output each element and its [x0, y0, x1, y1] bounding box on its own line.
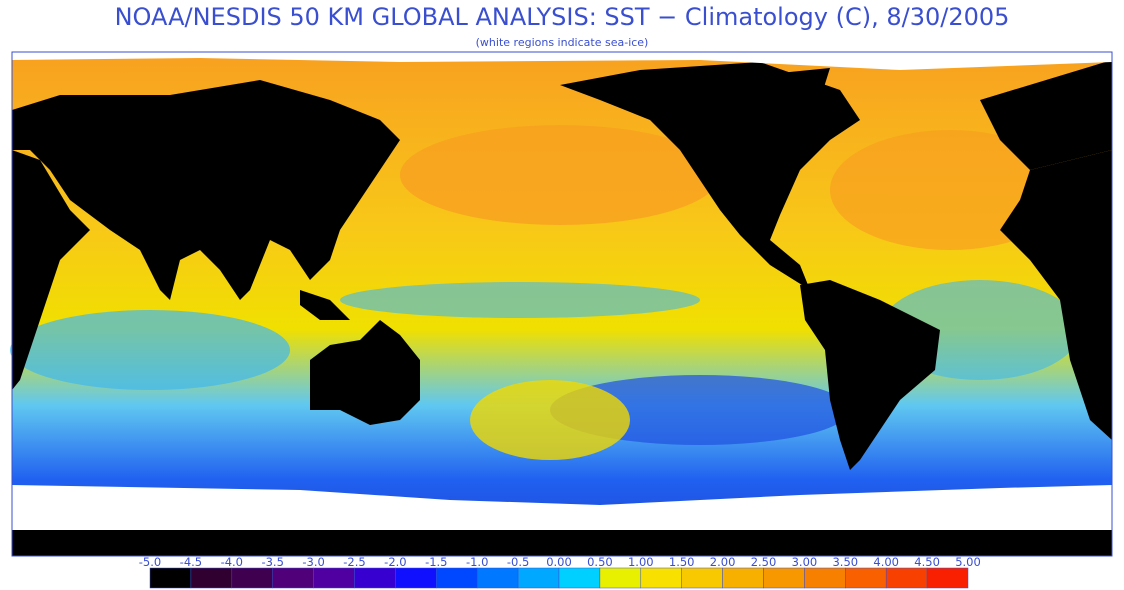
color-swatch	[722, 567, 764, 589]
color-swatch	[272, 567, 314, 589]
colorbar: -5.0 -4.5 -4.0 -3.5 -3.0 -2.5 -2.0 -1.5 -1.0 -0.5…	[139, 555, 981, 589]
color-swatch	[558, 567, 601, 589]
color-swatch	[804, 567, 846, 589]
colorbar-tick-label: -2.0	[384, 555, 406, 569]
warm-anomaly	[470, 380, 630, 460]
colorbar-tick-label: -4.5	[180, 555, 202, 569]
cool-anomaly	[10, 310, 290, 390]
colorbar-tick-label: -4.0	[221, 555, 243, 569]
sea-ice	[12, 485, 1112, 530]
antarctica	[12, 530, 1112, 556]
land	[12, 60, 1112, 556]
cool-anomaly	[340, 282, 700, 318]
eurasia	[12, 80, 400, 300]
map-frame	[11, 51, 1113, 557]
subtitle: (white regions indicate sea-ice)	[476, 36, 649, 49]
colorbar-tick-label: 4.00	[873, 555, 899, 569]
color-swatch	[640, 567, 682, 589]
colorbar-tick-label: -2.5	[343, 555, 365, 569]
warm-anomaly	[400, 125, 720, 225]
color-swatch	[681, 567, 723, 589]
map	[10, 51, 1113, 557]
color-swatch	[926, 567, 969, 589]
color-swatch	[517, 567, 560, 589]
color-swatch	[885, 567, 928, 589]
south-america	[800, 280, 940, 470]
colorbar-tick-label: -1.5	[425, 555, 447, 569]
color-swatch	[599, 567, 642, 589]
colorbar-tick-label: 0.50	[587, 555, 613, 569]
colorbar-tick-label: -3.5	[261, 555, 283, 569]
color-swatch	[395, 567, 437, 589]
color-swatch	[436, 567, 478, 589]
colorbar-tick-label: 3.00	[792, 555, 818, 569]
color-swatch	[231, 567, 273, 589]
color-swatch	[190, 567, 233, 589]
color-swatch	[476, 567, 519, 589]
color-swatch	[763, 567, 805, 589]
colorbar-tick-label: -0.5	[507, 555, 529, 569]
sea-ice	[12, 52, 1112, 70]
colorbar-tick-label: 0.00	[546, 555, 572, 569]
colorbar-tick-label: 1.00	[628, 555, 654, 569]
color-swatch	[149, 567, 192, 589]
colorbar-tick-label: 5.00	[955, 555, 981, 569]
color-swatch	[845, 567, 887, 589]
colorbar-tick-label: 4.50	[914, 555, 940, 569]
africa-east	[12, 150, 90, 390]
color-swatch	[313, 567, 355, 589]
colorbar-tick-label: 2.00	[710, 555, 736, 569]
australia	[310, 320, 420, 425]
north-america	[560, 62, 860, 290]
colorbar-tick-label: 3.50	[832, 555, 858, 569]
colorbar-tick-label: 1.50	[669, 555, 695, 569]
islands	[300, 290, 350, 320]
colorbar-tick-label: -5.0	[139, 555, 161, 569]
color-swatch	[354, 567, 396, 589]
greenland	[760, 68, 830, 110]
colorbar-tick-label: -3.0	[302, 555, 324, 569]
colorbar-tick-label: 2.50	[751, 555, 777, 569]
title: NOAA/NESDIS 50 KM GLOBAL ANALYSIS: SST −…	[115, 3, 1010, 31]
europe	[980, 60, 1112, 170]
colorbar-tick-label: -1.0	[466, 555, 488, 569]
africa	[1000, 150, 1112, 440]
